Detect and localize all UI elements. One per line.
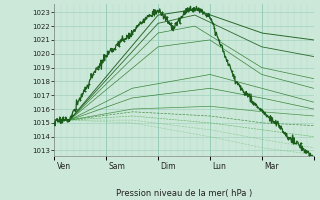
Text: Ven: Ven xyxy=(57,162,71,171)
Text: Pression niveau de la mer( hPa ): Pression niveau de la mer( hPa ) xyxy=(116,189,252,198)
Text: Mar: Mar xyxy=(264,162,278,171)
Text: Lun: Lun xyxy=(212,162,226,171)
Text: Dim: Dim xyxy=(160,162,176,171)
Text: Sam: Sam xyxy=(108,162,125,171)
